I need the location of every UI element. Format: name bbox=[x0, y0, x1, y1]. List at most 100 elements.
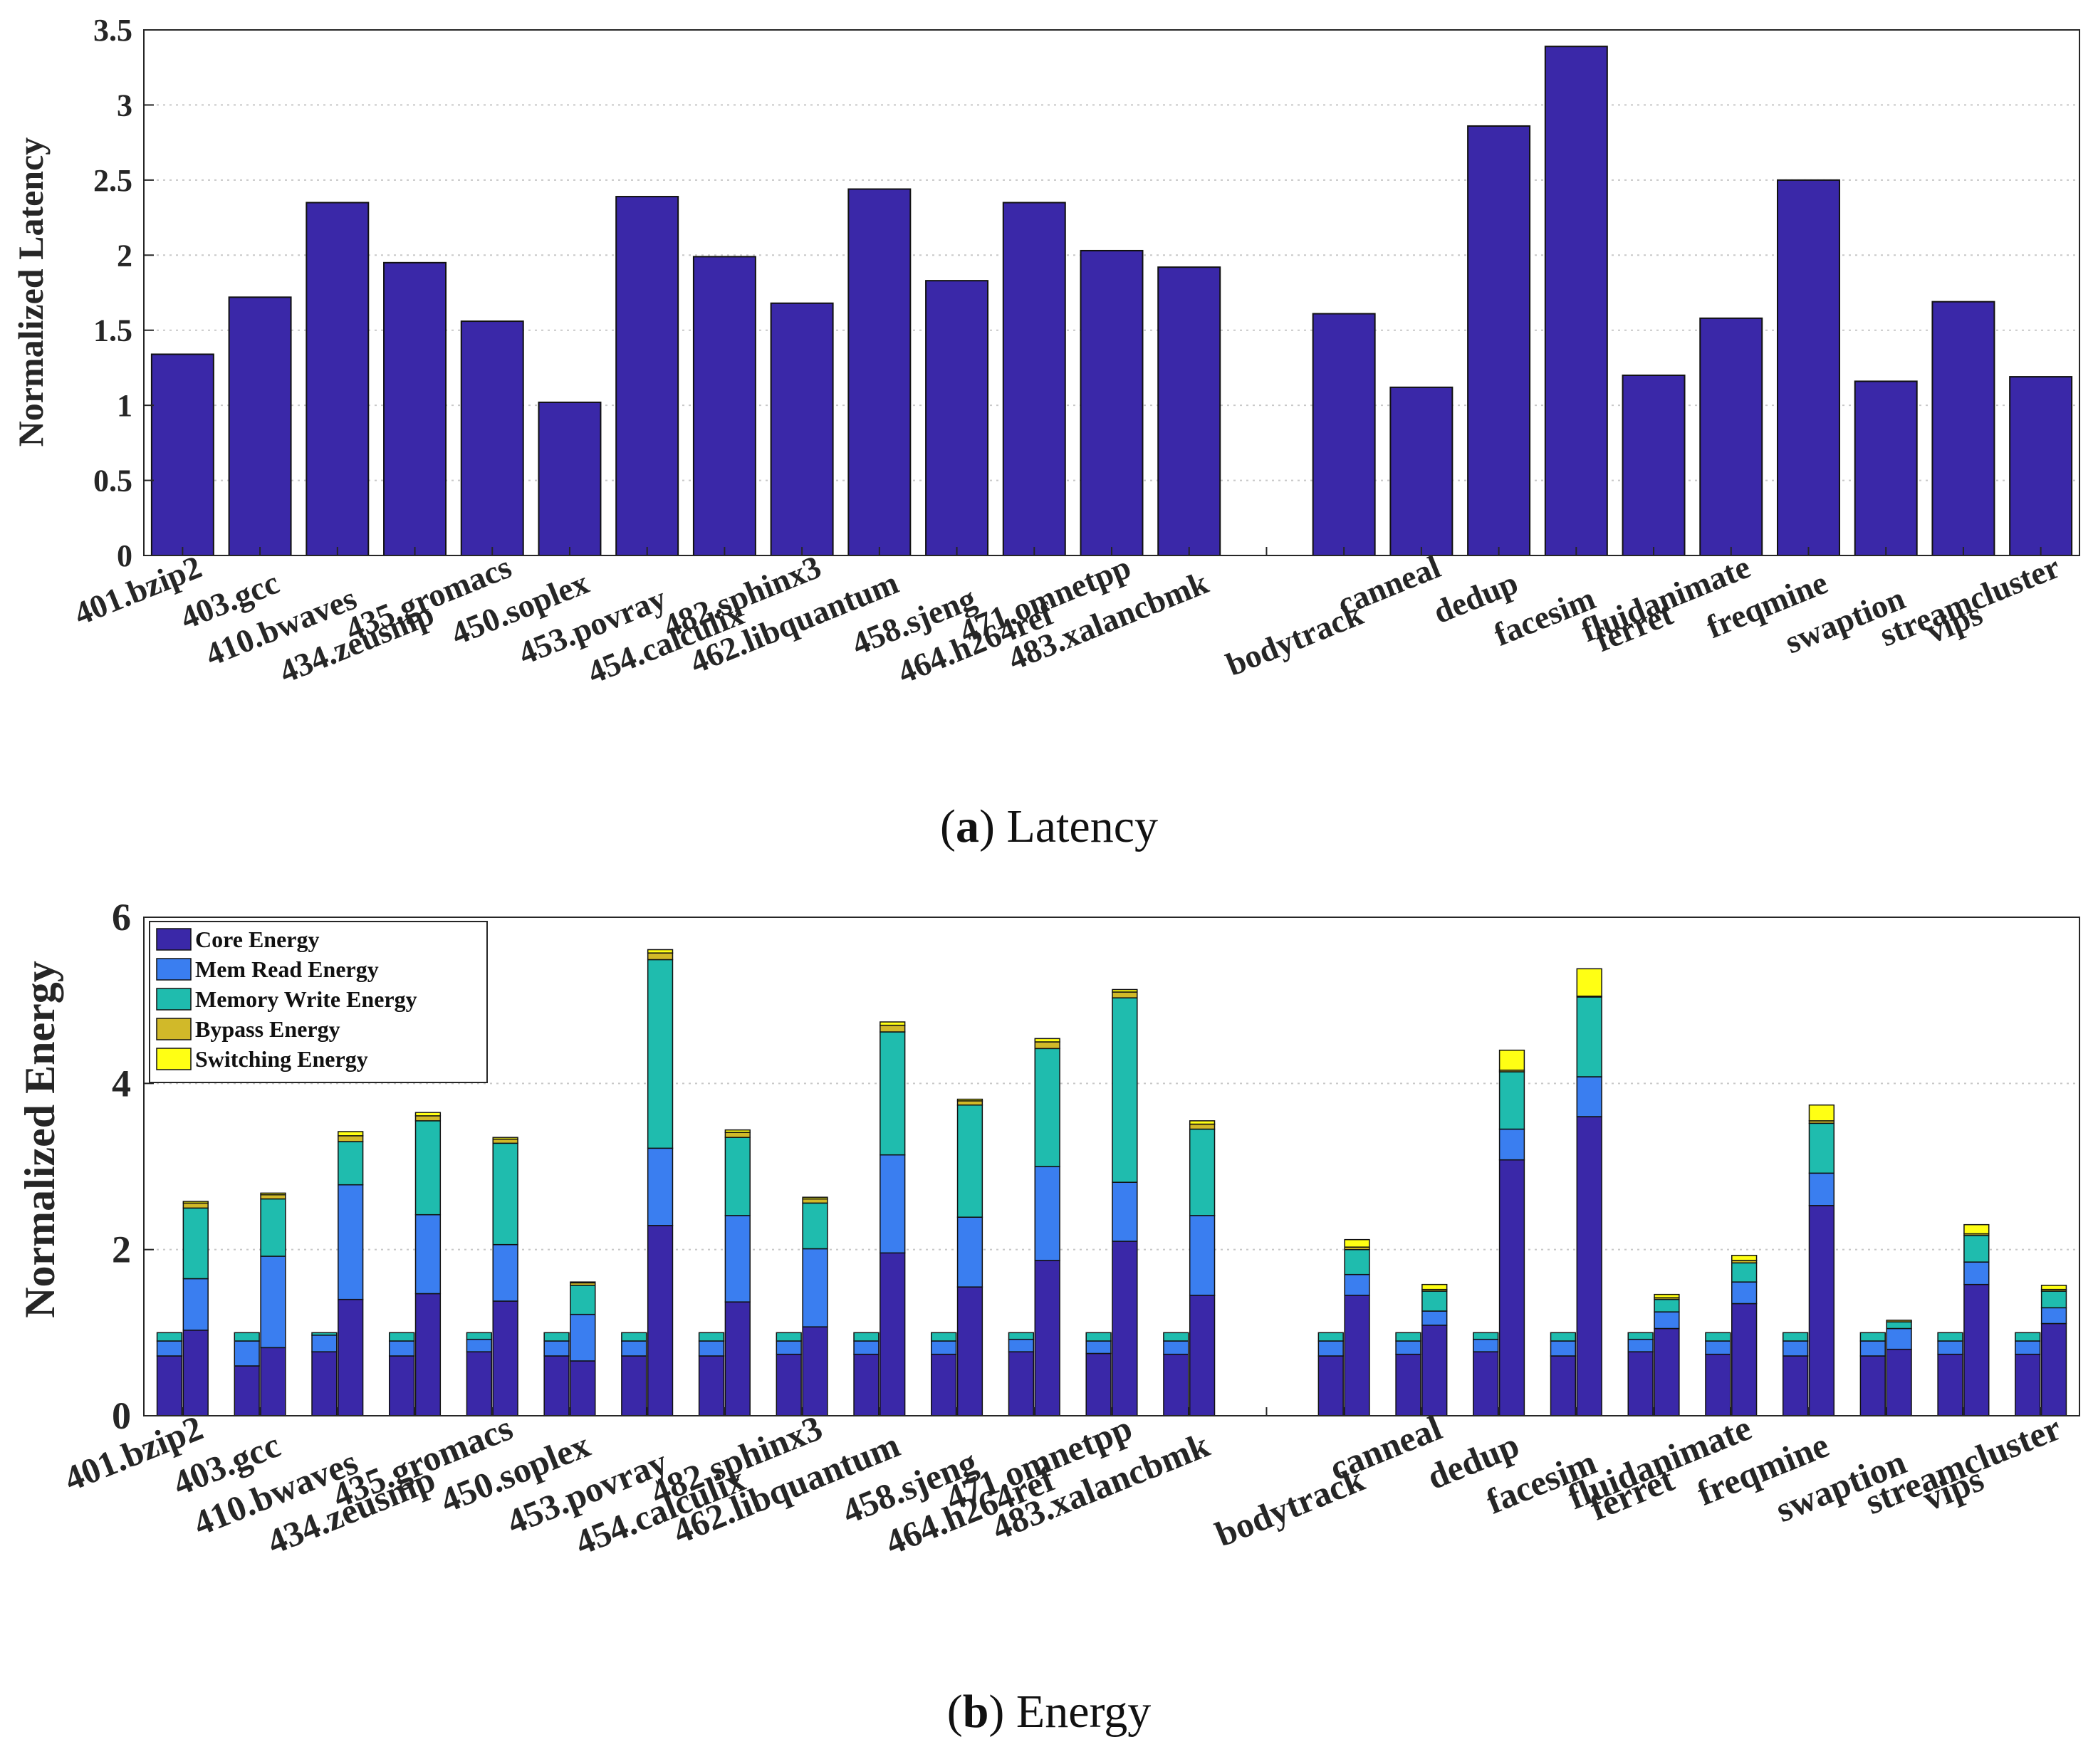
latency-bar bbox=[460, 320, 524, 556]
energy-segment-4 bbox=[1886, 1320, 1912, 1322]
energy-bar-group bbox=[1937, 1223, 1990, 1416]
energy-segment-2 bbox=[570, 1313, 596, 1362]
latency-bar bbox=[1699, 317, 1763, 556]
energy-segment-3 bbox=[1731, 1262, 1758, 1283]
energy-segment-3 bbox=[1189, 1128, 1216, 1216]
caption-a-letter: a bbox=[956, 800, 979, 852]
energy-segment-2 bbox=[1317, 1340, 1344, 1357]
energy-segment-3 bbox=[698, 1332, 725, 1342]
energy-segment-4 bbox=[802, 1198, 828, 1204]
latency-bar bbox=[538, 401, 602, 556]
latency-bar bbox=[306, 202, 370, 556]
energy-segment-2 bbox=[647, 1147, 674, 1226]
y-tick-label: 2 bbox=[117, 238, 132, 273]
energy-segment-2 bbox=[776, 1340, 802, 1355]
energy-segment-1 bbox=[1937, 1353, 1963, 1416]
y-tick-label: 1 bbox=[117, 388, 132, 423]
energy-segment-1 bbox=[414, 1293, 442, 1416]
y-tick-label: 3.5 bbox=[93, 13, 132, 48]
energy-segment-3 bbox=[1937, 1332, 1963, 1342]
latency-bar bbox=[1776, 179, 1840, 557]
energy-segment-3 bbox=[647, 959, 674, 1149]
energy-segment-1 bbox=[853, 1353, 880, 1416]
latency-bar bbox=[1157, 266, 1221, 556]
energy-segment-2 bbox=[724, 1215, 751, 1303]
energy-segment-1 bbox=[1395, 1353, 1421, 1416]
legend-box bbox=[149, 921, 488, 1083]
energy-segment-5 bbox=[956, 1098, 983, 1102]
energy-bar-group bbox=[1627, 1293, 1680, 1416]
caption-b-text: Energy bbox=[1016, 1686, 1151, 1738]
energy-segment-5 bbox=[1576, 968, 1602, 997]
energy-segment-5 bbox=[1963, 1223, 1990, 1235]
energy-segment-1 bbox=[621, 1355, 647, 1416]
energy-segment-1 bbox=[802, 1326, 828, 1416]
y-tick-label: 2.5 bbox=[93, 163, 132, 198]
energy-segment-1 bbox=[388, 1355, 415, 1416]
legend-swatch bbox=[156, 1048, 192, 1070]
energy-bar-group bbox=[1395, 1283, 1448, 1416]
energy-bar-group bbox=[466, 1137, 518, 1416]
latency-bar bbox=[2009, 376, 2073, 557]
energy-segment-1 bbox=[1008, 1351, 1035, 1416]
energy-segment-3 bbox=[724, 1137, 751, 1216]
energy-segment-3 bbox=[1395, 1332, 1421, 1342]
energy-segment-2 bbox=[182, 1278, 209, 1331]
energy-segment-2 bbox=[1859, 1340, 1886, 1357]
caption-b: (b) Energy bbox=[947, 1686, 1152, 1738]
latency-bar bbox=[1854, 380, 1918, 556]
energy-segment-2 bbox=[2040, 1307, 2067, 1325]
energy-segment-4 bbox=[260, 1194, 286, 1200]
energy-segment-5 bbox=[1731, 1255, 1758, 1261]
energy-segment-2 bbox=[853, 1340, 880, 1355]
caption-a-text: Latency bbox=[1006, 800, 1158, 852]
energy-segment-3 bbox=[931, 1332, 957, 1342]
energy-bars bbox=[156, 949, 2067, 1416]
energy-segment-4 bbox=[1112, 991, 1138, 998]
energy-segment-5 bbox=[492, 1137, 518, 1140]
energy-bar-group bbox=[1008, 1038, 1060, 1416]
energy-segment-3 bbox=[1654, 1298, 1680, 1312]
energy-segment-1 bbox=[492, 1300, 518, 1416]
latency-chart: 0 0.5 1 1.5 2 2.5 3 3.5 401.bzip2403.gcc410.bwa… bbox=[11, 13, 2080, 691]
energy-segment-1 bbox=[1498, 1159, 1525, 1416]
latency-bar bbox=[770, 302, 834, 556]
energy-segment-2 bbox=[492, 1243, 518, 1302]
energy-segment-1 bbox=[260, 1347, 286, 1416]
energy-segment-1 bbox=[931, 1353, 957, 1416]
energy-segment-1 bbox=[2015, 1353, 2041, 1416]
energy-segment-1 bbox=[1034, 1260, 1060, 1416]
legend-label: Bypass Energy bbox=[195, 1016, 340, 1042]
energy-segment-2 bbox=[802, 1248, 828, 1327]
energy-segment-3 bbox=[311, 1332, 338, 1336]
energy-segment-1 bbox=[1317, 1355, 1344, 1416]
energy-segment-3 bbox=[1112, 997, 1138, 1183]
energy-segment-3 bbox=[1421, 1290, 1448, 1312]
energy-segment-1 bbox=[1886, 1348, 1912, 1416]
energy-segment-4 bbox=[724, 1132, 751, 1138]
energy-segment-1 bbox=[1085, 1352, 1112, 1416]
energy-segment-1 bbox=[1189, 1295, 1216, 1416]
energy-bar-group bbox=[1550, 968, 1602, 1416]
latency-x-labels: 401.bzip2403.gcc410.bwaves434.zeusmp435.… bbox=[69, 547, 2065, 691]
energy-segment-1 bbox=[1705, 1353, 1731, 1416]
energy-bar-group bbox=[156, 1201, 209, 1416]
energy-segment-3 bbox=[1163, 1332, 1189, 1342]
energy-x-labels: 401.bzip2403.gcc410.bwaves434.zeusmp435.… bbox=[58, 1407, 2067, 1562]
energy-bar-group bbox=[1782, 1104, 1835, 1416]
energy-grid bbox=[144, 1082, 2079, 1251]
y-tick-label: 3 bbox=[117, 88, 132, 122]
latency-y-axis-label: Normalized Latency bbox=[11, 137, 51, 447]
energy-bar-group bbox=[311, 1131, 364, 1416]
energy-segment-5 bbox=[260, 1192, 286, 1196]
energy-segment-3 bbox=[1576, 996, 1602, 1077]
energy-bar-group bbox=[1317, 1238, 1370, 1416]
energy-segment-5 bbox=[1344, 1238, 1370, 1248]
energy-segment-3 bbox=[2040, 1290, 2067, 1309]
energy-segment-5 bbox=[1808, 1104, 1835, 1122]
legend-label: Switching Energy bbox=[195, 1046, 368, 1072]
energy-bar-group bbox=[1859, 1320, 1912, 1416]
energy-segment-2 bbox=[234, 1340, 260, 1367]
legend-swatch bbox=[156, 958, 192, 981]
energy-segment-3 bbox=[543, 1332, 570, 1342]
